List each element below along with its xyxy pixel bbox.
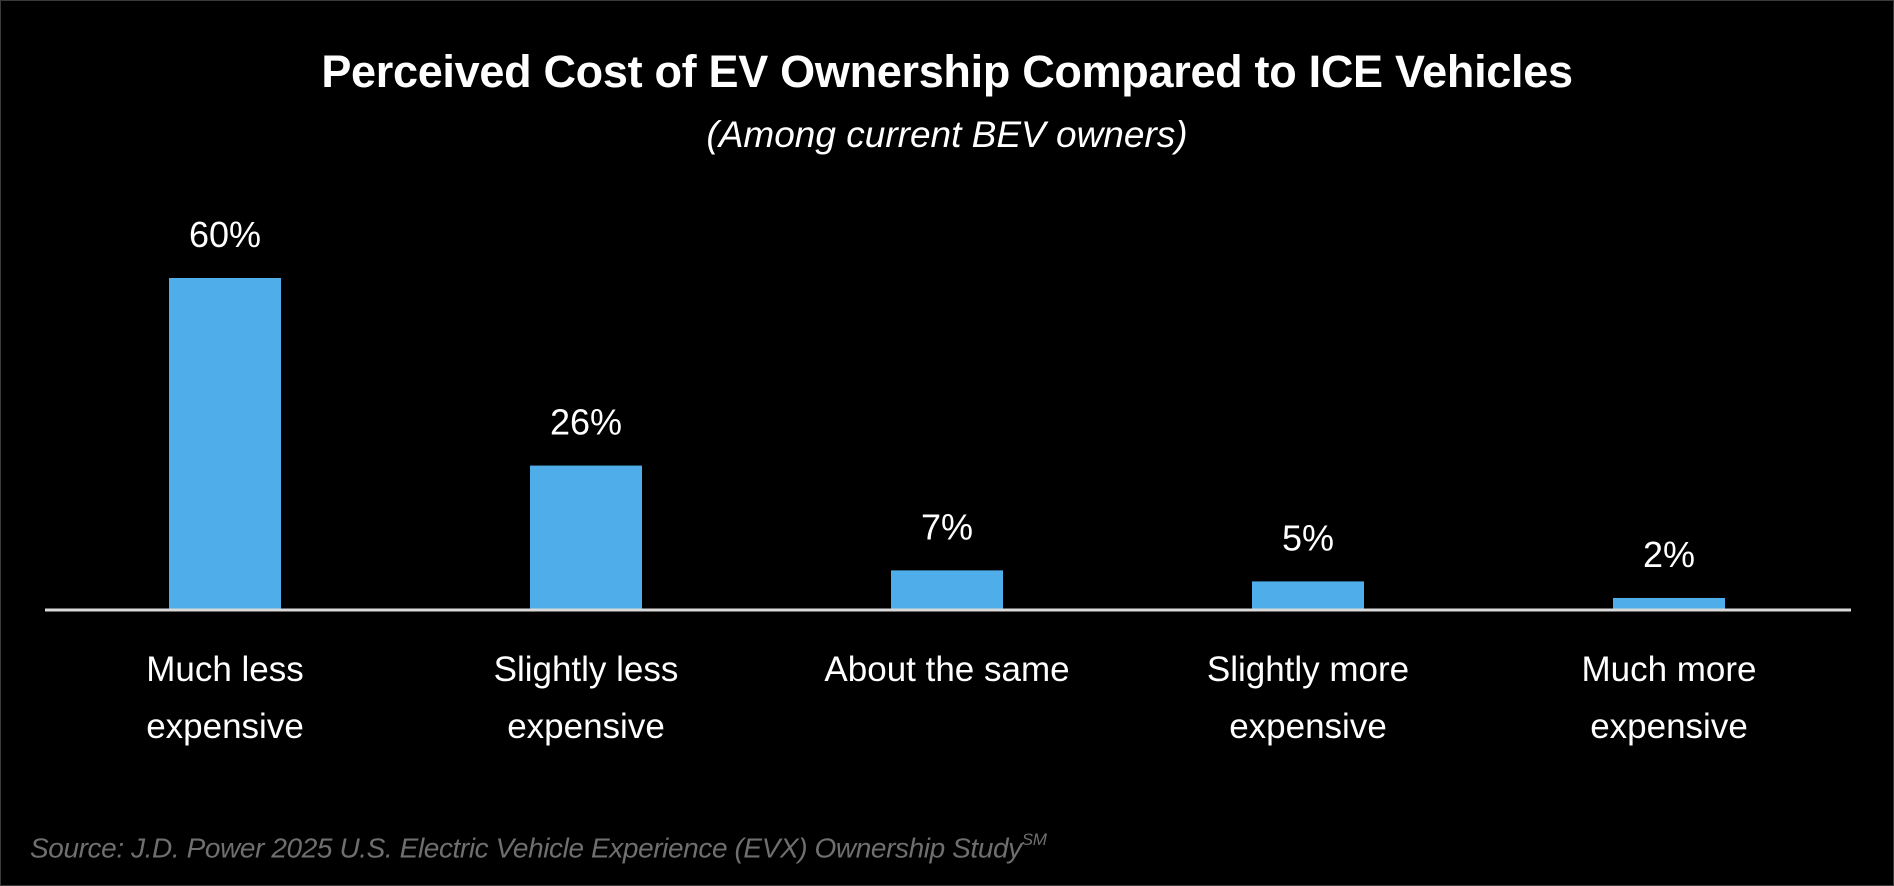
value-label-3: 5% xyxy=(1282,517,1334,558)
category-label-0: Much less expensive xyxy=(146,650,304,746)
source-note: Source: J.D. Power 2025 U.S. Electric Ve… xyxy=(30,830,1047,864)
bar-2 xyxy=(891,570,1003,609)
value-label-4: 2% xyxy=(1643,534,1695,575)
bars-group xyxy=(169,278,1725,609)
chart-title: Perceived Cost of EV Ownership Compared … xyxy=(321,46,1573,97)
source-superscript: SM xyxy=(1021,830,1047,849)
bar-1 xyxy=(530,465,642,609)
bar-3 xyxy=(1252,581,1364,609)
category-label-2: About the same xyxy=(824,650,1069,689)
category-label-line: expensive xyxy=(507,707,665,746)
bar-4 xyxy=(1613,597,1725,609)
category-label-line: expensive xyxy=(146,707,304,746)
category-label-line: Slightly less xyxy=(494,650,679,689)
value-label-1: 26% xyxy=(550,402,622,443)
category-label-3: Slightly more expensive xyxy=(1207,650,1409,746)
category-label-line: About the same xyxy=(824,650,1069,689)
category-label-4: Much more expensive xyxy=(1581,650,1756,746)
category-label-line: Much less xyxy=(146,650,304,689)
category-labels-group: Much less expensive Slightly less expensive… xyxy=(146,650,1756,746)
category-label-line: Slightly more xyxy=(1207,650,1409,689)
bar-0 xyxy=(169,278,281,609)
value-label-0: 60% xyxy=(189,214,261,255)
category-label-line: Much more xyxy=(1581,650,1756,689)
chart-subtitle: (Among current BEV owners) xyxy=(706,114,1188,155)
value-label-2: 7% xyxy=(921,506,973,547)
category-label-line: expensive xyxy=(1229,707,1387,746)
category-label-1: Slightly less expensive xyxy=(494,650,679,746)
value-labels-group: 60% 26% 7% 5% 2% xyxy=(189,214,1695,575)
category-label-line: expensive xyxy=(1590,707,1748,746)
source-text: Source: J.D. Power 2025 U.S. Electric Ve… xyxy=(30,832,1022,864)
